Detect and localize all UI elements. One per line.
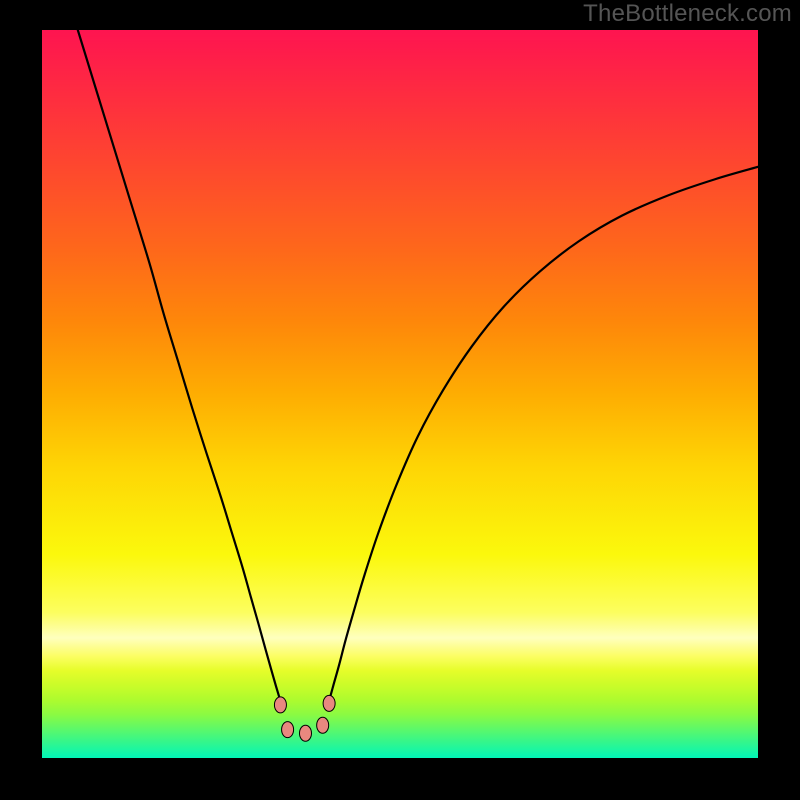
chart-container: TheBottleneck.com — [0, 0, 800, 800]
marker-point — [274, 697, 286, 713]
plot-area — [42, 30, 758, 758]
chart-svg — [0, 0, 800, 800]
marker-point — [282, 722, 294, 738]
marker-point — [317, 717, 329, 733]
watermark-text: TheBottleneck.com — [583, 0, 792, 28]
marker-point — [323, 695, 335, 711]
marker-point — [299, 725, 311, 741]
